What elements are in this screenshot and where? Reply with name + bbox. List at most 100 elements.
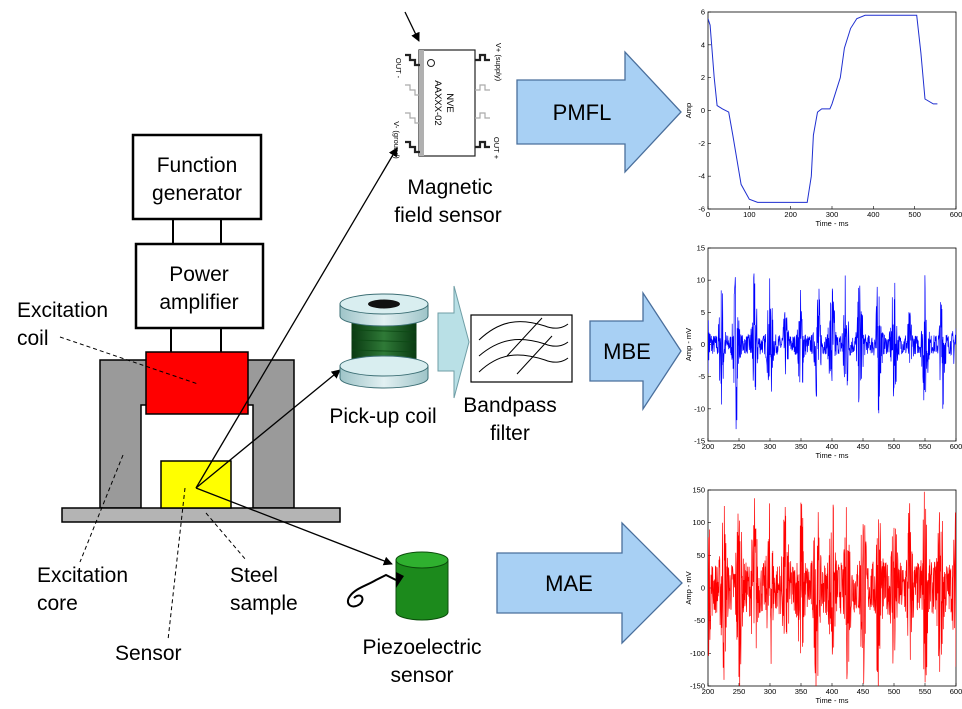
bandpass-filter-label-line2: filter	[490, 422, 530, 445]
pmfl-arrow: PMFL	[516, 50, 682, 174]
power-amplifier-label-line2: amplifier	[159, 291, 238, 314]
x-tick-label: 600	[950, 210, 962, 219]
pmfl-chart: 0 100 200 300 400 500 600 6 4 2 0 -2 -4 -6 Time - ms Am…	[684, 8, 962, 229]
series-line	[708, 491, 956, 686]
excitation-coil-label-line1: Excitation	[17, 299, 108, 322]
excitation-core-label-line2: core	[37, 592, 78, 615]
y-tick-label: -4	[698, 172, 705, 181]
pickup-coil-spool	[339, 293, 429, 389]
chip-pin-v-minus-label: V- (ground)	[392, 121, 401, 159]
pmfl-arrow-label: PMFL	[553, 100, 612, 125]
x-tick-label: 400	[867, 210, 880, 219]
y-tick-label: 10	[697, 276, 705, 285]
mae-arrow: MAE	[496, 521, 683, 645]
x-tick-label: 200	[702, 442, 715, 451]
y-axis-label: Amp - mV	[684, 328, 693, 361]
x-tick-label: 200	[784, 210, 797, 219]
y-tick-label: 100	[692, 518, 705, 527]
piezoelectric-sensor-label-line2: sensor	[390, 664, 453, 687]
power-amplifier-block: Power amplifier	[134, 242, 265, 330]
plot-frame	[707, 11, 957, 210]
base-plate	[61, 507, 341, 523]
x-tick-label: 400	[826, 442, 839, 451]
function-generator-label-line2: generator	[152, 182, 242, 205]
steel-sample-label-line1: Steel	[230, 564, 278, 587]
y-tick-label: -150	[690, 682, 705, 691]
pickup-coil-label: Pick-up coil	[329, 405, 436, 428]
x-tick-label: 200	[702, 687, 715, 696]
sensor-label: Sensor	[115, 642, 182, 665]
x-tick-label: 500	[888, 442, 901, 451]
y-tick-label: 6	[701, 8, 705, 17]
steel-sample-label-line2: sample	[230, 592, 298, 615]
x-tick-label: 300	[764, 442, 777, 451]
x-tick-label: 450	[857, 687, 870, 696]
x-tick-label: 400	[826, 687, 839, 696]
x-tick-label: 500	[908, 210, 921, 219]
y-tick-label: 50	[697, 551, 705, 560]
mbe-arrow: MBE	[589, 290, 682, 412]
mbe-chart: 200 250 300 350 400 450 500 550 600 15 10 5 0 -5 -10 -1…	[684, 244, 962, 461]
y-tick-label: -50	[694, 616, 705, 625]
y-tick-label: 0	[701, 340, 705, 349]
excitation-coil	[145, 351, 249, 415]
x-tick-label: 250	[733, 687, 746, 696]
chip-pin-out-minus-label: OUT -	[394, 58, 403, 79]
function-generator-block: Function generator	[131, 133, 263, 221]
x-tick-label: 300	[826, 210, 839, 219]
y-tick-label: 2	[701, 73, 705, 82]
power-amplifier-label-line1: Power	[169, 263, 229, 286]
y-tick-label: 150	[692, 486, 705, 495]
y-tick-label: -6	[698, 205, 705, 214]
y-tick-label: 0	[701, 584, 705, 593]
y-axis-label: Amp	[684, 103, 693, 118]
x-tick-label: 250	[733, 442, 746, 451]
x-axis-label: Time - ms	[815, 219, 848, 228]
chip-pin-v-plus-label: V+ (supply)	[494, 43, 503, 82]
y-tick-label: 4	[701, 40, 705, 49]
signal-arrows	[195, 11, 420, 566]
x-tick-label: 350	[795, 442, 808, 451]
x-tick-label: 550	[919, 687, 932, 696]
function-generator-label-line1: Function	[157, 154, 238, 177]
series-line	[708, 14, 938, 203]
mae-arrow-label: MAE	[545, 571, 593, 596]
x-tick-label: 500	[888, 687, 901, 696]
magnetic-field-sensor-label-line1: Magnetic	[407, 176, 492, 199]
chip-brand-label: NVE	[444, 93, 455, 113]
chip-part-label: AAXXX-02	[432, 80, 443, 125]
x-tick-label: 450	[857, 442, 870, 451]
mbe-arrow-label: MBE	[603, 339, 651, 364]
y-axis-label: Amp - mV	[684, 571, 693, 604]
x-tick-label: 300	[764, 687, 777, 696]
mae-chart: 200 250 300 350 400 450 500 550 600150100500-50-…	[684, 486, 962, 706]
y-tick-label: -2	[698, 139, 705, 148]
coil-to-filter-arrow	[437, 285, 470, 399]
magnetic-field-sensor-label-line2: field sensor	[394, 204, 501, 227]
y-tick-label: 0	[701, 106, 705, 115]
x-tick-label: 0	[706, 210, 710, 219]
bandpass-filter-symbol	[470, 314, 573, 383]
x-tick-label: 600	[950, 687, 962, 696]
y-tick-label: 15	[697, 244, 705, 253]
excitation-core-label-line1: Excitation	[37, 564, 128, 587]
y-tick-label: -10	[694, 404, 705, 413]
x-axis-label: Time - ms	[815, 451, 848, 460]
y-tick-label: 5	[701, 308, 705, 317]
excitation-coil-label-line2: coil	[17, 327, 49, 350]
piezoelectric-sensor	[346, 551, 449, 621]
y-tick-label: -100	[690, 649, 705, 658]
bandpass-filter-label-line1: Bandpass	[463, 394, 556, 417]
chip-pin-out-plus-label: OUT +	[492, 137, 501, 160]
connector-lines	[170, 219, 222, 352]
magnetic-field-sensor-chip: NVE AAXXX-02 OUT - V- (ground) V+ (suppl…	[392, 43, 503, 160]
y-tick-label: -15	[694, 437, 705, 446]
leader-lines	[59, 336, 247, 641]
series-line	[708, 273, 956, 430]
y-tick-label: -5	[698, 372, 705, 381]
x-tick-label: 550	[919, 442, 932, 451]
x-tick-label: 600	[950, 442, 962, 451]
x-axis-label: Time - ms	[815, 696, 848, 705]
x-tick-label: 100	[743, 210, 756, 219]
